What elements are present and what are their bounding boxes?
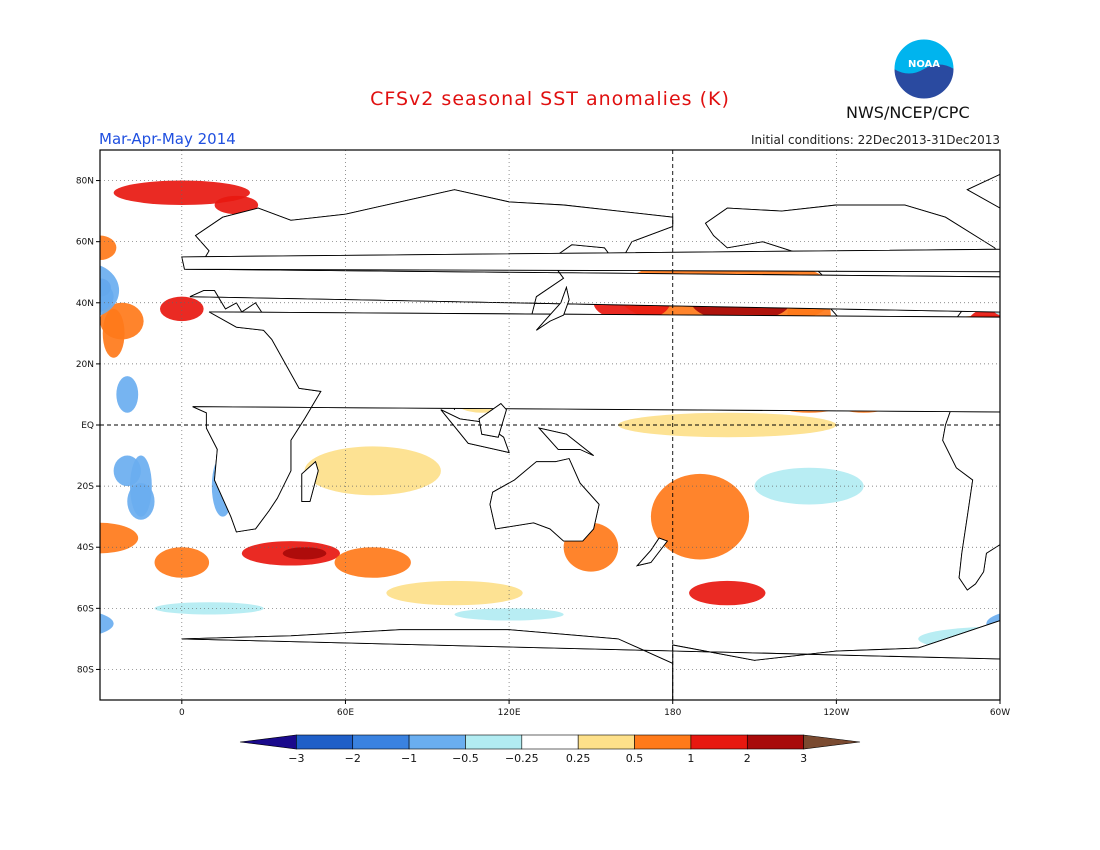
landmass-uk	[181, 248, 1000, 273]
season-label: Mar-Apr-May 2014	[99, 130, 236, 148]
lon-tick-label: 120E	[498, 708, 521, 718]
colorbar-segment	[239, 734, 297, 750]
svg-text:NOAA: NOAA	[908, 59, 940, 70]
landmass-new-zealand	[636, 537, 669, 567]
anomaly-region	[386, 580, 523, 606]
anomaly-region	[214, 195, 259, 215]
lon-tick-label: 180	[664, 708, 681, 718]
colorbar-label: −1	[401, 752, 417, 765]
landmass-africa	[192, 311, 1000, 533]
anomaly-region	[160, 296, 204, 322]
anomaly-region	[1035, 263, 1100, 318]
lat-tick-label: 20S	[77, 482, 94, 492]
lon-tick-label: 0	[179, 708, 185, 718]
anomaly-region	[1071, 278, 1093, 296]
landmass-japan	[536, 285, 570, 331]
colorbar-segment	[577, 734, 635, 750]
anomaly-region	[102, 308, 125, 358]
anomaly-region	[113, 455, 141, 487]
colorbar-segment	[803, 734, 861, 750]
chart-title: CFSv2 seasonal SST anomalies (K)	[370, 88, 730, 110]
colorbar-label: 3	[800, 752, 807, 765]
anomaly-region	[1041, 278, 1096, 315]
colorbar-segment	[521, 734, 579, 750]
anomaly-region	[100, 265, 120, 316]
anomaly-region	[113, 180, 251, 205]
colorbar-segment	[465, 734, 523, 750]
colorbar-label: 0.25	[566, 752, 591, 765]
anomaly-region	[1065, 236, 1098, 260]
landmass-australia	[489, 458, 600, 542]
colorbar-label: 2	[744, 752, 751, 765]
anomaly-region	[304, 446, 441, 496]
landmass-greenland	[966, 173, 1000, 209]
colorbar-segment	[690, 734, 748, 750]
lat-tick-label: 20N	[76, 360, 94, 370]
anomaly-region	[1082, 303, 1100, 340]
lat-tick-label: 60N	[76, 238, 94, 248]
anomaly-region	[1085, 309, 1100, 358]
colorbar-segment	[352, 734, 410, 750]
organization-label: NWS/NCEP/CPC	[846, 103, 970, 122]
anomaly-region	[100, 522, 139, 554]
lat-tick-label: 40N	[76, 299, 94, 309]
anomaly-region	[986, 613, 1000, 634]
anomaly-region	[100, 613, 114, 634]
noaa-logo: NOAA	[893, 38, 955, 100]
anomaly-region	[26, 294, 48, 312]
landmass-madagascar	[301, 460, 319, 502]
colorbar-label: 1	[687, 752, 694, 765]
lon-tick-label: 60W	[990, 708, 1010, 718]
landmass-south-america	[942, 387, 1000, 591]
colorbar-label: −3	[288, 752, 304, 765]
anomaly-region	[1044, 523, 1100, 554]
anomaly-region	[0, 627, 100, 651]
colorbar-segment	[746, 734, 804, 750]
colorbar-label: −0.25	[505, 752, 539, 765]
colorbar-segment	[634, 734, 692, 750]
lat-tick-label: 80S	[77, 665, 94, 675]
anomaly-region	[754, 467, 864, 505]
lat-tick-label: 40S	[77, 543, 94, 553]
anomaly-region	[2, 352, 35, 376]
anomaly-region	[1095, 181, 1100, 205]
lon-tick-label: 60E	[337, 708, 354, 718]
lon-tick-label: 120W	[823, 708, 849, 718]
anomaly-region	[282, 547, 327, 560]
anomaly-region	[650, 473, 750, 560]
anomaly-region	[0, 306, 51, 343]
colorbar-segment	[408, 734, 466, 750]
anomaly-region	[689, 580, 766, 606]
anomaly-region	[1008, 294, 1030, 312]
lat-tick-label: 60S	[77, 604, 94, 614]
landmass-antarctica	[181, 620, 1000, 700]
colorbar-label: −0.5	[452, 752, 479, 765]
lat-tick-label: EQ	[81, 421, 94, 431]
landmass-borneo	[478, 403, 507, 438]
anomaly-region	[116, 376, 139, 413]
landmass-new-guinea	[537, 427, 594, 457]
landmass-antarctica	[181, 620, 1000, 700]
anomaly-region	[334, 547, 411, 578]
anomaly-region	[1095, 456, 1100, 487]
lat-tick-label: 80N	[76, 177, 94, 187]
anomaly-region	[154, 602, 264, 615]
colorbar-label: 0.5	[626, 752, 644, 765]
anomaly-region	[7, 288, 56, 319]
colorbar-segment	[296, 734, 354, 750]
anomaly-region	[0, 315, 65, 364]
colorbar-label: −2	[345, 752, 361, 765]
landmass-indonesia	[440, 409, 510, 454]
initial-conditions-label: Initial conditions: 22Dec2013-31Dec2013	[751, 133, 1000, 147]
